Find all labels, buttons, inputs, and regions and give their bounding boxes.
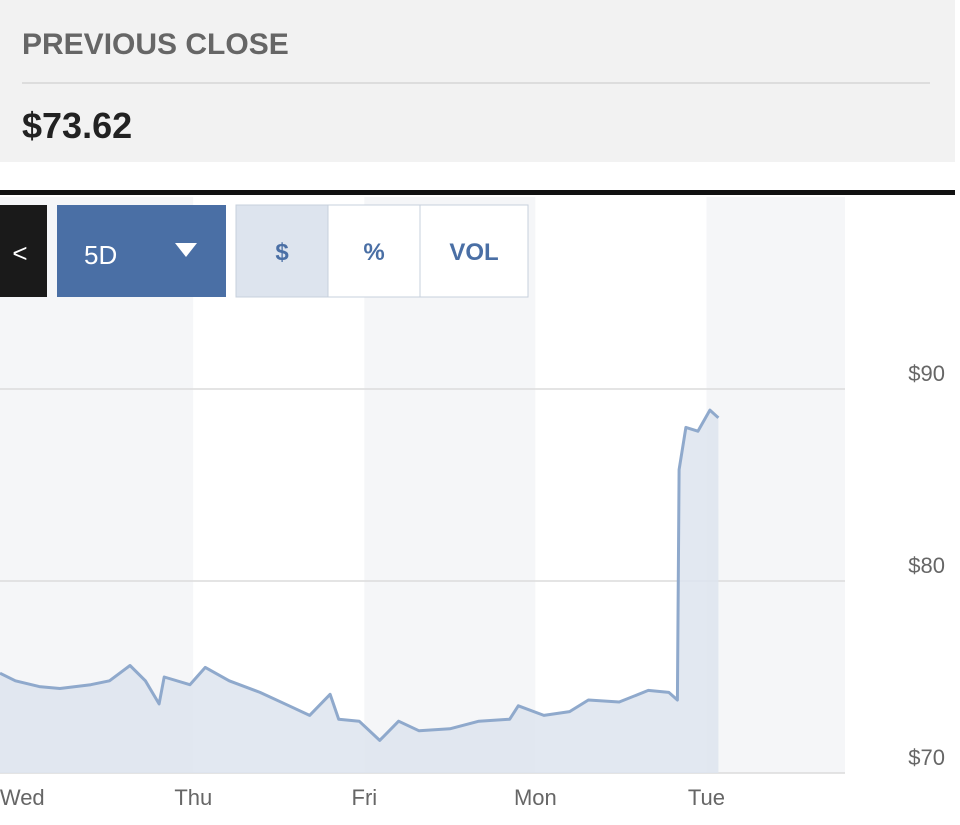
mode-button[interactable] [419,204,529,298]
x-tick-label: Mon [514,785,557,810]
mode-button[interactable] [235,204,329,298]
header-box [0,0,955,162]
controls: < 5D $ % VOL [0,204,529,298]
range-label[interactable]: 5D [84,240,117,270]
divider [0,190,955,195]
x-tick-label: Thu [174,785,212,810]
dropdown-arrow [175,243,197,257]
x-tick-label: Wed [0,785,45,810]
mode-label[interactable]: VOL [449,239,498,266]
y-tick-label: $80 [908,553,945,578]
x-tick-label: Fri [352,785,378,810]
x-tick-label: Tue [688,785,725,810]
day-band [706,197,845,773]
price-line [0,408,720,742]
mode-label[interactable]: $ [275,239,289,266]
mode-label[interactable]: % [363,239,384,266]
range-select[interactable] [57,205,226,297]
back-icon[interactable]: < [12,238,27,268]
header-label: PREVIOUS CLOSE [22,28,289,61]
y-tick-label: $70 [908,745,945,770]
y-tick-label: $90 [908,361,945,386]
header-value: $73.62 [22,105,132,146]
back-button[interactable] [0,205,47,297]
